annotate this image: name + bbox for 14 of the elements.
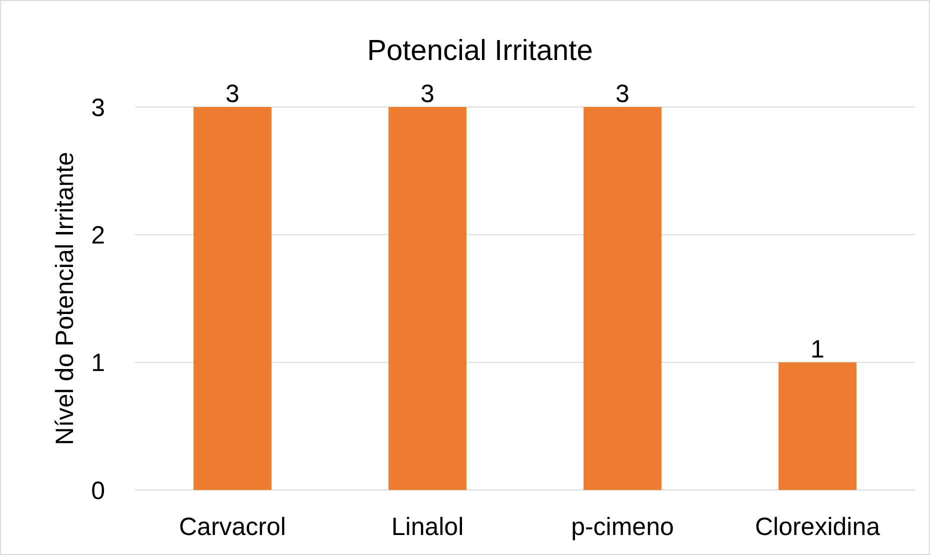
data-label: 3 [226, 80, 240, 108]
data-label: 3 [616, 80, 630, 108]
y-tick-label: 3 [91, 94, 105, 122]
y-tick-label: 0 [91, 476, 105, 505]
x-tick-label: Linalol [391, 513, 464, 541]
y-axis-title: Nível do Potencial Irritante [51, 152, 79, 446]
data-label: 3 [420, 80, 434, 108]
y-tick-label: 1 [91, 349, 105, 378]
chart-title: Potencial Irritante [367, 35, 593, 67]
data-label: 1 [810, 335, 824, 364]
x-tick-label: Clorexidina [754, 513, 880, 541]
x-tick-label: p-cimeno [571, 513, 674, 541]
x-tick-label: Carvacrol [179, 513, 286, 541]
y-tick-label: 2 [91, 221, 105, 250]
